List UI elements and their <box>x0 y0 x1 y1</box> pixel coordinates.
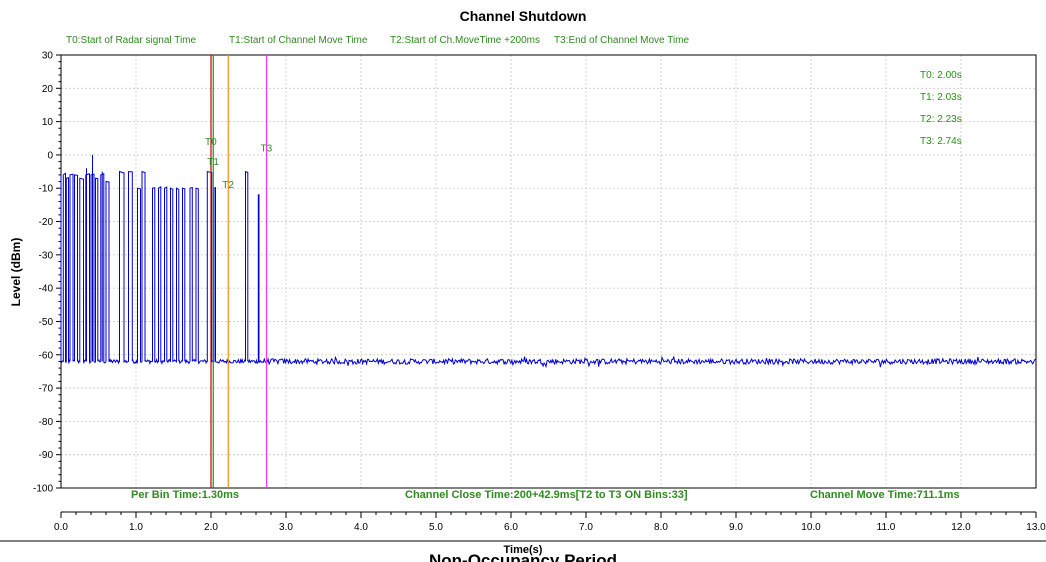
y-tick-label: 20 <box>42 84 54 95</box>
y-tick-label: -60 <box>39 350 54 361</box>
x-tick-label: 9.0 <box>729 522 743 533</box>
y-tick-label: 10 <box>42 117 54 128</box>
x-tick-label: 10.0 <box>801 522 821 533</box>
x-tick-label: 6.0 <box>504 522 518 533</box>
x-tick-label: 5.0 <box>429 522 443 533</box>
x-tick-label: 0.0 <box>54 522 68 533</box>
per-bin-time-annotation: Per Bin Time:1.30ms <box>131 489 239 501</box>
legend-t0: T0:Start of Radar signal Time <box>66 35 196 46</box>
y-tick-label: -80 <box>39 417 54 428</box>
readout-t2: T2: 2.23s <box>920 114 962 125</box>
readout-t3: T3: 2.74s <box>920 136 962 147</box>
y-axis: 30 20 10 0 -10 -20 -30 -40 -50 -60 -70 -80 -90 -100 <box>33 51 61 495</box>
signal-series-line <box>60 170 1036 369</box>
x-tick-label: 2.0 <box>204 522 218 533</box>
y-tick-label: -50 <box>39 317 54 328</box>
y-tick-label: -30 <box>39 250 54 261</box>
marker-label-t0: T0 <box>205 137 217 148</box>
y-tick-label: 30 <box>42 51 54 62</box>
x-axis: 0.0 1.0 2.0 3.0 4.0 5.0 6.0 7.0 8.0 9.0 10.0 11.0 12… <box>54 511 1046 533</box>
marker-label-t3: T3 <box>261 144 273 155</box>
y-tick-label: -20 <box>39 217 54 228</box>
readout-t1: T1: 2.03s <box>920 92 962 103</box>
y-axis-label: Level (dBm) <box>9 238 23 307</box>
readout-t0: T0: 2.00s <box>920 70 962 81</box>
y-tick-label: 0 <box>47 150 53 161</box>
legend-t3: T3:End of Channel Move Time <box>554 35 690 46</box>
chart-title: Channel Shutdown <box>460 8 587 24</box>
x-tick-label: 4.0 <box>354 522 368 533</box>
marker-label-t2: T2 <box>222 180 234 191</box>
channel-close-time-annotation: Channel Close Time:200+42.9ms[T2 to T3 O… <box>405 489 688 501</box>
marker-label-t1: T1 <box>207 157 219 168</box>
y-tick-label: -70 <box>39 384 54 395</box>
x-tick-label: 3.0 <box>279 522 293 533</box>
y-tick-label: -90 <box>39 450 54 461</box>
x-tick-label: 13.0 <box>1026 522 1046 533</box>
x-tick-label: 8.0 <box>654 522 668 533</box>
x-tick-label: 1.0 <box>129 522 143 533</box>
legend-t1: T1:Start of Channel Move Time <box>229 35 368 46</box>
figure-caption: Non-Occupancy Period <box>429 551 617 562</box>
y-tick-label: -40 <box>39 284 54 295</box>
time-markers: T0 T1 T2 T3 <box>86 55 273 488</box>
y-tick-label: -100 <box>33 484 53 495</box>
legend-t2: T2:Start of Ch.MoveTime +200ms <box>390 35 540 46</box>
axis-title-backdrop <box>500 543 546 554</box>
x-axis-label: Time(s) <box>504 544 543 556</box>
x-tick-label: 12.0 <box>951 522 971 533</box>
y-tick-label: -10 <box>39 184 54 195</box>
x-tick-label: 11.0 <box>877 522 896 533</box>
channel-move-time-annotation: Channel Move Time:711.1ms <box>810 489 960 501</box>
x-tick-label: 7.0 <box>579 522 593 533</box>
